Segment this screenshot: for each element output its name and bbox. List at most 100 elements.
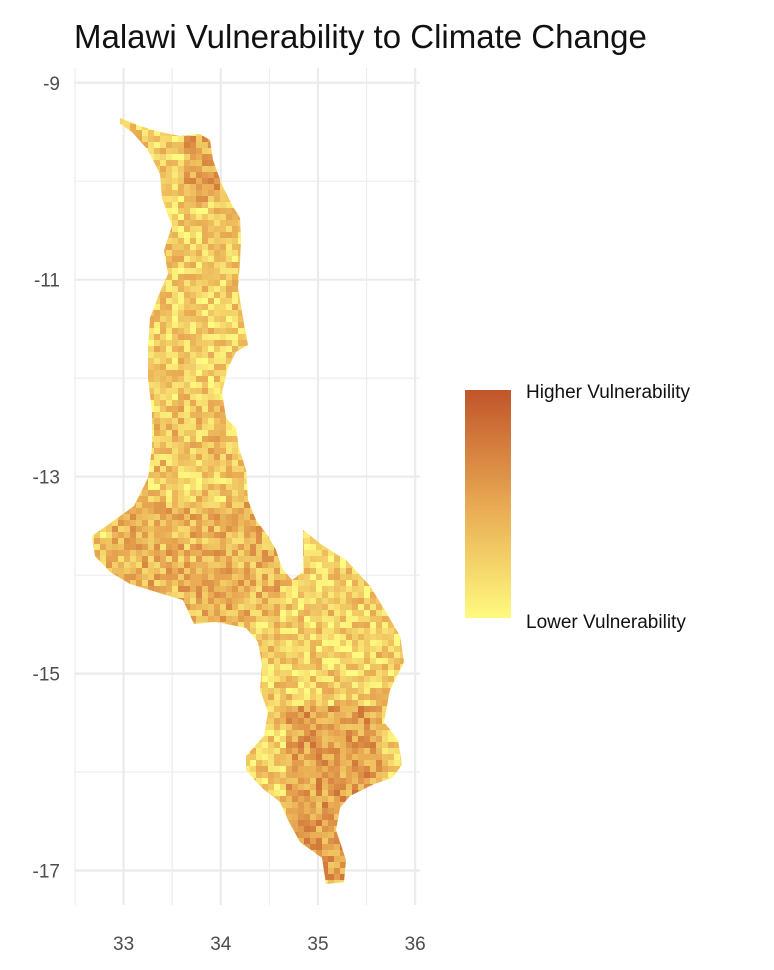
- vulnerability-cell: [328, 568, 334, 574]
- vulnerability-cell: [88, 328, 94, 334]
- vulnerability-cell: [286, 136, 292, 142]
- vulnerability-cell: [184, 244, 190, 250]
- vulnerability-cell: [112, 130, 118, 136]
- vulnerability-cell: [202, 556, 208, 562]
- vulnerability-cell: [112, 610, 118, 616]
- vulnerability-cell: [154, 238, 160, 244]
- vulnerability-cell: [262, 196, 268, 202]
- vulnerability-cell: [106, 166, 112, 172]
- vulnerability-cell: [376, 502, 382, 508]
- vulnerability-cell: [352, 250, 358, 256]
- vulnerability-cell: [148, 442, 154, 448]
- vulnerability-cell: [214, 370, 220, 376]
- vulnerability-cell: [100, 340, 106, 346]
- vulnerability-cell: [244, 496, 250, 502]
- vulnerability-cell: [88, 208, 94, 214]
- vulnerability-cell: [88, 454, 94, 460]
- vulnerability-cell: [376, 352, 382, 358]
- vulnerability-cell: [184, 586, 190, 592]
- vulnerability-cell: [226, 658, 232, 664]
- vulnerability-cell: [232, 232, 238, 238]
- vulnerability-cell: [214, 394, 220, 400]
- vulnerability-cell: [208, 562, 214, 568]
- vulnerability-cell: [166, 136, 172, 142]
- vulnerability-cell: [232, 226, 238, 232]
- vulnerability-cell: [226, 574, 232, 580]
- vulnerability-cell: [376, 142, 382, 148]
- vulnerability-cell: [382, 568, 388, 574]
- vulnerability-cell: [160, 544, 166, 550]
- vulnerability-cell: [184, 136, 190, 142]
- vulnerability-cell: [256, 436, 262, 442]
- vulnerability-cell: [166, 328, 172, 334]
- vulnerability-cell: [112, 598, 118, 604]
- vulnerability-cell: [226, 598, 232, 604]
- vulnerability-cell: [346, 610, 352, 616]
- vulnerability-cell: [136, 562, 142, 568]
- vulnerability-cell: [112, 364, 118, 370]
- vulnerability-cell: [136, 622, 142, 628]
- vulnerability-cell: [124, 652, 130, 658]
- vulnerability-cell: [238, 208, 244, 214]
- vulnerability-cell: [226, 514, 232, 520]
- vulnerability-cell: [208, 412, 214, 418]
- vulnerability-cell: [346, 184, 352, 190]
- vulnerability-cell: [406, 538, 412, 544]
- vulnerability-cell: [154, 652, 160, 658]
- vulnerability-cell: [250, 304, 256, 310]
- vulnerability-cell: [394, 388, 400, 394]
- vulnerability-cell: [226, 190, 232, 196]
- vulnerability-cell: [268, 610, 274, 616]
- vulnerability-cell: [142, 388, 148, 394]
- vulnerability-cell: [286, 592, 292, 598]
- vulnerability-cell: [394, 622, 400, 628]
- vulnerability-cell: [196, 334, 202, 340]
- vulnerability-cell: [166, 502, 172, 508]
- vulnerability-cell: [130, 616, 136, 622]
- vulnerability-cell: [406, 130, 412, 136]
- vulnerability-cell: [370, 220, 376, 226]
- vulnerability-cell: [166, 352, 172, 358]
- vulnerability-cell: [310, 310, 316, 316]
- vulnerability-cell: [316, 616, 322, 622]
- vulnerability-cell: [124, 304, 130, 310]
- vulnerability-cell: [88, 298, 94, 304]
- vulnerability-cell: [382, 214, 388, 220]
- vulnerability-cell: [130, 352, 136, 358]
- vulnerability-cell: [274, 550, 280, 556]
- vulnerability-cell: [286, 550, 292, 556]
- vulnerability-cell: [136, 112, 142, 118]
- vulnerability-cell: [118, 556, 124, 562]
- vulnerability-cell: [298, 376, 304, 382]
- vulnerability-cell: [124, 478, 130, 484]
- vulnerability-cell: [340, 280, 346, 286]
- vulnerability-cell: [328, 382, 334, 388]
- vulnerability-cell: [394, 454, 400, 460]
- vulnerability-cell: [346, 616, 352, 622]
- vulnerability-cell: [250, 550, 256, 556]
- vulnerability-cell: [166, 154, 172, 160]
- vulnerability-cell: [88, 196, 94, 202]
- vulnerability-cell: [184, 466, 190, 472]
- vulnerability-cell: [238, 490, 244, 496]
- vulnerability-cell: [394, 160, 400, 166]
- vulnerability-cell: [376, 550, 382, 556]
- vulnerability-cell: [388, 340, 394, 346]
- vulnerability-cell: [154, 634, 160, 640]
- vulnerability-cell: [376, 262, 382, 268]
- vulnerability-cell: [238, 364, 244, 370]
- vulnerability-cell: [394, 436, 400, 442]
- vulnerability-cell: [286, 484, 292, 490]
- vulnerability-cell: [172, 502, 178, 508]
- vulnerability-cell: [304, 430, 310, 436]
- vulnerability-cell: [352, 532, 358, 538]
- vulnerability-cell: [310, 208, 316, 214]
- vulnerability-cell: [310, 388, 316, 394]
- vulnerability-cell: [124, 334, 130, 340]
- vulnerability-cell: [190, 448, 196, 454]
- vulnerability-cell: [286, 376, 292, 382]
- vulnerability-cell: [370, 130, 376, 136]
- vulnerability-cell: [244, 508, 250, 514]
- vulnerability-cell: [124, 190, 130, 196]
- vulnerability-cell: [226, 604, 232, 610]
